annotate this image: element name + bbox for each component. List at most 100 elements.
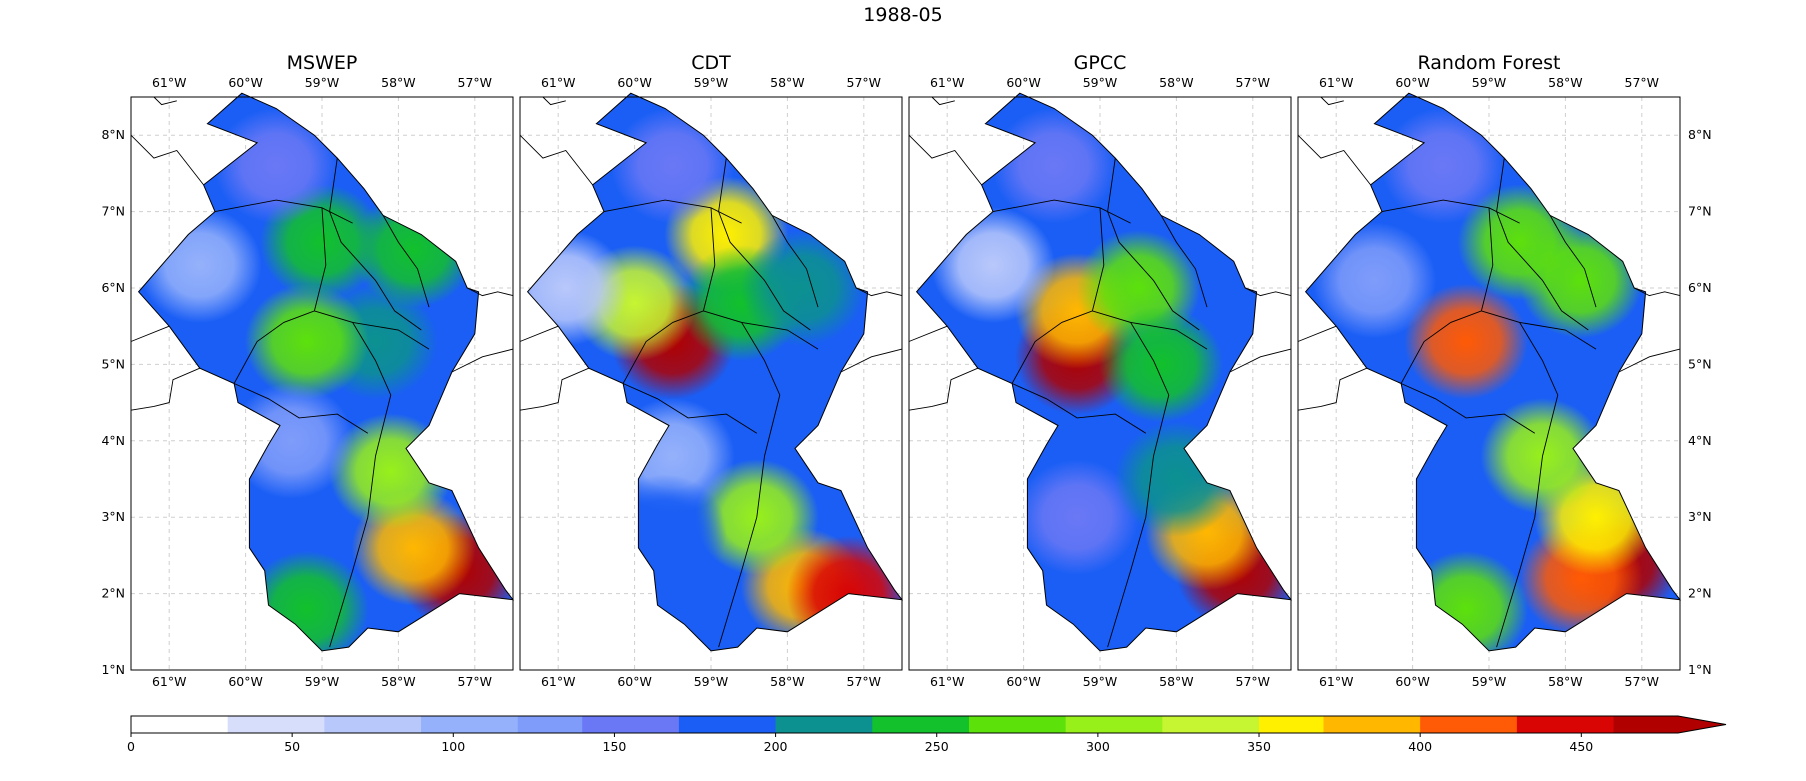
colorbar-segment [131, 716, 229, 733]
panel-frame [519, 96, 903, 671]
neighbor-border [130, 325, 170, 342]
lon-tick-label: 60°W [228, 75, 263, 90]
lon-tick-label: 59°W [694, 75, 729, 90]
map-panel: GPCC 61°W 61°W 60°W 60°W 59°W 59°W 58°W 58°W 57°W… [908, 52, 1293, 689]
colorbar-tick-label: 300 [1086, 739, 1110, 754]
region-border [233, 207, 327, 384]
colorbar-tick-label: 250 [925, 739, 949, 754]
lat-tick-label: 5°N [1688, 356, 1712, 371]
region-border [1160, 215, 1208, 308]
region-border [314, 310, 392, 648]
precip-cell [1312, 222, 1437, 339]
region-border [771, 215, 819, 308]
lat-tick-label: 1°N [1688, 662, 1712, 677]
lon-tick-label: 58°W [1159, 674, 1194, 689]
precip-cell [1388, 459, 1513, 576]
lon-tick-label: 61°W [152, 674, 187, 689]
precip-cell [351, 191, 476, 308]
region-border [214, 199, 353, 224]
lon-tick-label: 57°W [847, 75, 882, 90]
region-border [1130, 321, 1208, 350]
region-border [703, 310, 781, 648]
lon-tick-label: 59°W [1472, 674, 1507, 689]
lat-tick-label: 6°N [1688, 280, 1712, 295]
lon-tick-label: 58°W [1548, 674, 1583, 689]
lon-tick-label: 57°W [458, 75, 493, 90]
neighbor-border [451, 348, 514, 373]
neighbor-border [1297, 367, 1367, 411]
region-border [622, 383, 758, 434]
neighbor-border [519, 325, 559, 342]
colorbar-segment [1323, 716, 1421, 733]
colorbar-segment [1516, 716, 1615, 733]
neighbor-border [840, 348, 903, 373]
panel-frame [1297, 96, 1681, 671]
panel-title: Random Forest [1417, 52, 1560, 74]
lon-tick-label: 60°W [228, 674, 263, 689]
colorbar-segment [421, 716, 519, 733]
lon-tick-label: 59°W [305, 674, 340, 689]
colorbar-segment [1613, 716, 1679, 733]
lon-tick-label: 60°W [1006, 75, 1041, 90]
precip-field [1305, 93, 1680, 651]
neighbor-border [130, 134, 204, 186]
region-border [741, 321, 819, 350]
precip-cell [992, 107, 1117, 224]
lon-tick-label: 58°W [381, 75, 416, 90]
precip-field [916, 93, 1291, 651]
region-border [1107, 158, 1200, 331]
lat-tick-label: 7°N [1688, 204, 1712, 219]
lat-tick-label: 8°N [1688, 127, 1712, 142]
lon-tick-label: 60°W [1395, 674, 1430, 689]
precip-cell [1518, 222, 1643, 339]
colorbar-tick-label: 200 [764, 739, 788, 754]
lon-tick-label: 60°W [1395, 75, 1430, 90]
precip-cell [214, 107, 339, 224]
panel-frame [130, 96, 514, 671]
lon-tick-label: 61°W [930, 674, 965, 689]
neighbor-border [1618, 348, 1681, 373]
lon-tick-label: 58°W [770, 75, 805, 90]
lat-tick-label: 6°N [101, 280, 125, 295]
precip-cell [229, 382, 354, 499]
precip-field [527, 93, 902, 651]
neighbor-border [1229, 348, 1292, 373]
region-border [329, 158, 422, 331]
lon-tick-label: 57°W [1236, 75, 1271, 90]
colorbar-segment [968, 716, 1067, 733]
neighbor-border [1633, 287, 1681, 297]
lon-tick-label: 60°W [617, 674, 652, 689]
lon-tick-label: 61°W [1319, 75, 1354, 90]
lat-tick-label: 2°N [101, 586, 125, 601]
region-border [1481, 310, 1559, 648]
neighbor-border [1297, 134, 1371, 186]
region-border [1011, 383, 1147, 434]
neighbor-border [931, 96, 955, 106]
lat-tick-label: 8°N [101, 127, 125, 142]
lon-tick-label: 59°W [305, 75, 340, 90]
neighbor-border [466, 287, 514, 297]
lon-tick-label: 60°W [617, 75, 652, 90]
colorbar-tick-label: 50 [284, 739, 300, 754]
neighbor-border [1320, 96, 1344, 106]
colorbar-segment [324, 716, 422, 733]
map-panels: MSWEP 61°W 61°W 60°W 60°W 59°W 59°W 58°W 58°W 57°… [101, 52, 1711, 689]
lon-tick-label: 59°W [1472, 75, 1507, 90]
colorbar-tick-label: 150 [603, 739, 627, 754]
panel-title: CDT [691, 52, 731, 74]
colorbar-segment [775, 716, 873, 733]
region-border [1496, 158, 1589, 331]
map-panel: Random Forest 61°W 61°W 60°W 60°W 59°W 59°W 58°… [1297, 52, 1682, 689]
neighbor-border [908, 367, 978, 411]
colorbar-segment [872, 716, 970, 733]
region-border [1519, 321, 1597, 350]
lon-tick-label: 59°W [694, 674, 729, 689]
neighbor-border [153, 96, 177, 106]
lon-tick-label: 57°W [1625, 674, 1660, 689]
colorbar-tick-label: 350 [1247, 739, 1271, 754]
lat-tick-label: 3°N [101, 509, 125, 524]
neighbor-border [130, 367, 200, 411]
panel-title: GPCC [1074, 52, 1127, 74]
lon-tick-label: 61°W [541, 674, 576, 689]
